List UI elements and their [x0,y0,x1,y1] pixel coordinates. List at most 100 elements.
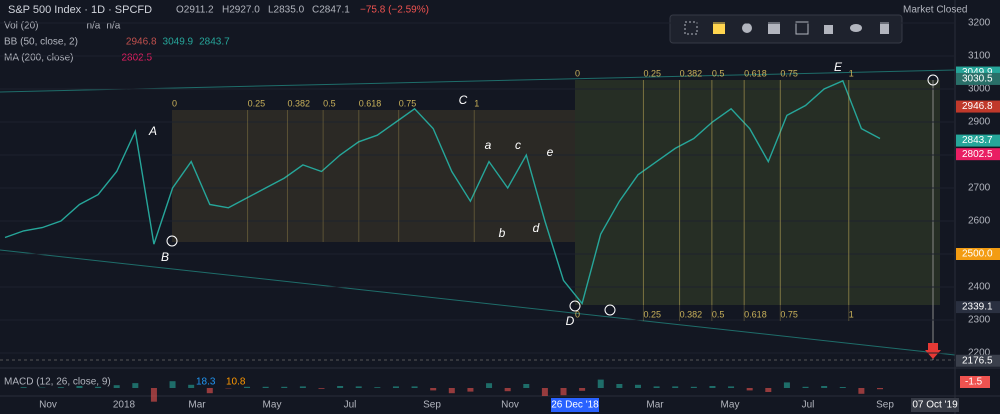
fib-label: 0 [575,309,580,319]
time-label: May [263,400,282,411]
price-marker-label: 2843.7 [962,135,993,146]
delete-icon[interactable] [880,22,889,34]
price-marker-label: 3049.9 [962,67,993,78]
handle[interactable] [927,74,939,86]
fib-label: 0.5 [323,98,336,108]
settings-icon[interactable] [742,23,752,33]
macd-bar [448,388,455,394]
macd-bar [486,383,493,388]
price-tick-label: 2400 [968,282,991,293]
time-label: Sep [423,400,441,411]
fib-label: 1 [474,98,479,108]
price-marker-label: 2339.1 [962,302,993,313]
macd-name: MACD (12, 26, close, 9) [4,377,111,388]
price-marker [956,248,1000,260]
fib-label: 0.618 [744,309,767,319]
macd-axis-label: -1.5 [965,377,983,388]
macd-bar [392,386,399,388]
time-label: Sep [876,400,894,411]
indicator-name: MA (200, close) [4,53,73,64]
macd-bar [467,388,474,392]
time-label: 07 Oct '19 [912,400,958,411]
price-tick-label: 2900 [968,117,991,128]
price-marker-label: 2946.8 [962,101,993,112]
layers-icon[interactable] [768,22,780,34]
indicator-value: n/a [106,21,120,32]
wave-label: a [485,138,492,152]
fib-label: 0.25 [643,309,661,319]
handle[interactable] [604,304,616,316]
price-line [4,79,881,306]
macd-bar [616,384,623,388]
indicator-value: 3049.9 [163,37,194,48]
fib-label: 1 [849,309,854,319]
macd-bar [374,387,381,388]
macd-bar [560,388,567,396]
price-marker [956,134,1000,147]
macd-bar [411,386,418,388]
lock-icon[interactable] [824,25,833,34]
time-label: Mar [188,400,206,411]
fib-label: 0.618 [359,98,382,108]
drawing-toolbar [669,14,903,44]
macd-bar [597,379,604,388]
time-highlight [551,398,599,412]
macd-bar [76,386,83,388]
visibility-icon[interactable] [850,24,862,32]
fib-label: 0.25 [643,68,661,78]
price-marker-label: 2802.5 [962,149,993,160]
macd-bar [299,386,306,388]
wave-label: c [515,138,521,152]
wave-label: B [161,250,169,264]
symbol: S&P 500 Index · 1D · SPCFD [8,4,152,16]
pen-icon[interactable] [713,22,725,34]
time-label: Jul [802,400,815,411]
macd-bar [802,386,809,388]
macd-bar [113,385,120,388]
macd-value: 10.8 [226,377,246,388]
alert-arrow[interactable] [925,343,941,359]
time-label: 2018 [113,400,136,411]
time-label: Nov [501,400,519,411]
macd-bar [672,386,679,388]
macd-bar [765,388,772,392]
wave-label: C [459,93,468,107]
macd-bar [169,381,176,388]
fib-label: 1 [849,68,854,78]
macd-bar [188,384,195,388]
fib-box-2 [575,80,940,305]
time-label: Jul [344,400,357,411]
fib-label: 0.382 [287,98,310,108]
wave-label: A [148,124,157,138]
macd-tag [960,376,990,388]
fib-label: 0.25 [248,98,266,108]
select-icon[interactable] [684,21,698,35]
macd-bar [858,388,865,394]
time-label: Nov [39,400,57,411]
macd-bar [281,386,288,388]
fib-label: 0 [575,68,580,78]
time-label: Mar [646,400,664,411]
indicator-value: n/a [86,21,100,32]
trend-line [0,69,956,93]
macd-bar [244,386,251,388]
handle[interactable] [569,300,581,312]
macd-bar [206,388,213,394]
macd-bar [523,384,530,388]
clone-icon[interactable] [795,21,809,35]
price-marker [956,301,1000,314]
trend-line [0,249,956,356]
price-marker [956,100,1000,113]
fib-label: 0 [172,98,177,108]
price-tick-label: 2700 [968,183,991,194]
macd-bar [728,386,735,388]
price-tick-label: 2300 [968,315,991,326]
macd-bar [690,386,697,388]
time-label: 26 Dec '18 [551,400,599,411]
indicator-name: Vol (20) [4,21,38,32]
wave-label: b [499,226,506,240]
fib-label: 0.618 [744,68,767,78]
handle[interactable] [166,235,178,247]
price-tick-label: 3100 [968,51,991,62]
price-marker [956,72,1000,85]
